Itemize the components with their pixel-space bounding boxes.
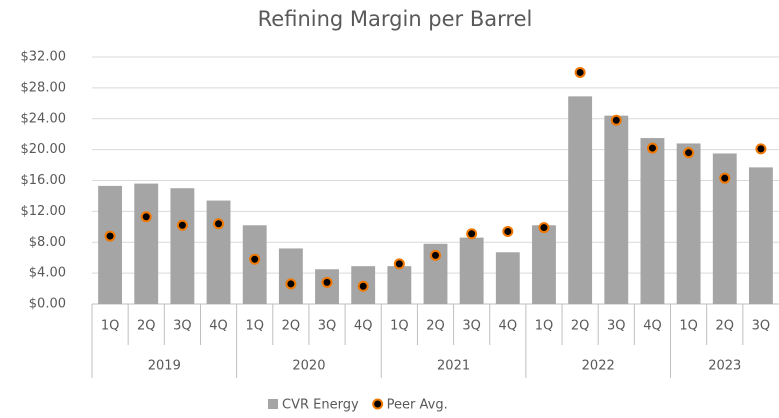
y-tick-label: $28.00 [21, 80, 67, 95]
x-tick-label: 4Q [354, 319, 373, 334]
y-tick-label: $4.00 [29, 266, 66, 281]
y-tick-label: $12.00 [21, 204, 67, 219]
y-tick-label: $16.00 [21, 173, 67, 188]
marker [104, 230, 116, 242]
x-tick-label: 2Q [571, 319, 590, 334]
legend-swatch [268, 399, 278, 409]
marker [610, 114, 622, 126]
marker [176, 219, 188, 231]
bar [423, 243, 448, 304]
x-tick-label: 1Q [535, 319, 554, 334]
marker [357, 280, 369, 292]
x-tick-label: 2Q [716, 319, 735, 334]
bar [459, 237, 484, 304]
bar [712, 153, 737, 304]
marker [466, 228, 478, 240]
marker [574, 66, 586, 78]
marker [321, 276, 333, 288]
group-label: 2023 [708, 359, 741, 374]
x-tick-label: 4Q [209, 319, 228, 334]
x-tick-label: 3Q [318, 319, 337, 334]
marker [249, 253, 261, 265]
bar [568, 96, 593, 304]
x-tick-label: 3Q [173, 319, 192, 334]
group-label: 2021 [437, 359, 470, 374]
chart-title: Refining Margin per Barrel [258, 7, 533, 31]
group-label: 2020 [292, 359, 325, 374]
legend-swatch [372, 398, 384, 410]
x-tick-label: 1Q [101, 319, 120, 334]
x-tick-label: 3Q [462, 319, 481, 334]
marker [140, 211, 152, 223]
bar [676, 143, 701, 304]
marker [285, 278, 297, 290]
bar [206, 200, 231, 304]
y-tick-label: $32.00 [21, 50, 67, 65]
x-tick-label: 2Q [426, 319, 445, 334]
marker [755, 143, 767, 155]
bar [748, 167, 773, 304]
marker [538, 222, 550, 234]
bar [134, 183, 159, 304]
legend-label: CVR Energy [282, 398, 359, 413]
y-tick-label: $8.00 [29, 235, 66, 250]
bar [170, 188, 195, 304]
x-tick-label: 3Q [607, 319, 626, 334]
x-tick-label: 4Q [643, 319, 662, 334]
marker [502, 225, 514, 237]
marker [393, 258, 405, 270]
bar [387, 266, 412, 304]
y-tick-label: $0.00 [29, 297, 66, 312]
bar [495, 252, 520, 304]
x-tick-label: 2Q [137, 319, 156, 334]
bar [532, 225, 556, 304]
bar [98, 185, 123, 304]
marker [430, 249, 441, 261]
marker [683, 147, 695, 159]
x-tick-label: 1Q [390, 319, 409, 334]
group-label: 2019 [148, 359, 181, 374]
marker [213, 218, 225, 230]
bar [278, 248, 303, 304]
y-tick-label: $20.00 [21, 142, 67, 157]
x-tick-label: 4Q [499, 319, 518, 334]
marker [719, 172, 731, 184]
y-tick-label: $24.00 [21, 111, 67, 126]
bar [640, 138, 665, 304]
legend-label: Peer Avg. [387, 398, 448, 413]
x-tick-label: 2Q [282, 319, 301, 334]
x-tick-label: 1Q [679, 319, 698, 334]
x-tick-label: 3Q [752, 319, 771, 334]
marker [646, 142, 658, 154]
bar [604, 115, 629, 304]
x-tick-label: 1Q [245, 319, 264, 334]
group-label: 2022 [582, 359, 615, 374]
